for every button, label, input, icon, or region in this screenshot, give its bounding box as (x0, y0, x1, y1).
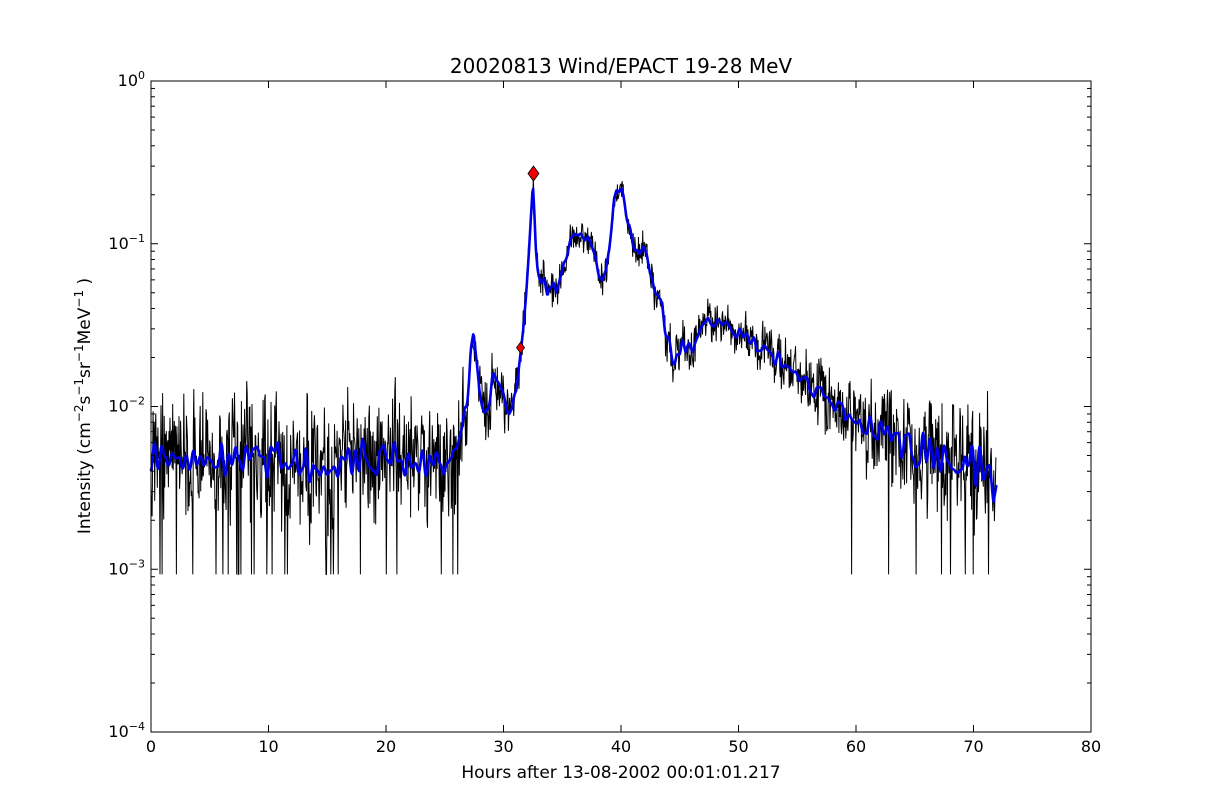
y-tick-label: 10−4 (108, 720, 145, 741)
x-tick-label: 30 (493, 737, 513, 756)
y-tick-label: 10−1 (108, 232, 145, 253)
smoothed-intensity-trace (149, 187, 998, 504)
x-tick-label: 60 (846, 737, 866, 756)
x-tick-label: 70 (963, 737, 983, 756)
y-axis-label: Intensity (cm−2​s−1​sr−1​MeV−1​ ) (72, 278, 95, 534)
x-tick-label: 10 (258, 737, 278, 756)
x-tick-label: 20 (376, 737, 396, 756)
y-tick-label: 10−3 (108, 557, 145, 578)
y-tick-label: 10−2 (108, 395, 145, 416)
x-axis-label: Hours after 13-08-2002 00:01:01.217 (461, 763, 780, 783)
x-tick-label: 40 (611, 737, 631, 756)
x-tick-label: 50 (728, 737, 748, 756)
x-tick-label: 80 (1081, 737, 1101, 756)
event-markers-layer (516, 165, 540, 354)
axes-layer: 0 10 20 30 40 50 60 70 80 100 10−1 10−2 10−3 10−4 (108, 69, 1101, 756)
y-tick-label: 100 (118, 69, 145, 90)
peak-marker (527, 165, 540, 182)
traces-layer (149, 177, 998, 575)
onset-marker (516, 341, 526, 354)
plot-title: 20020813 Wind/EPACT 19-28 MeV (450, 54, 792, 78)
x-tick-label: 0 (146, 737, 156, 756)
